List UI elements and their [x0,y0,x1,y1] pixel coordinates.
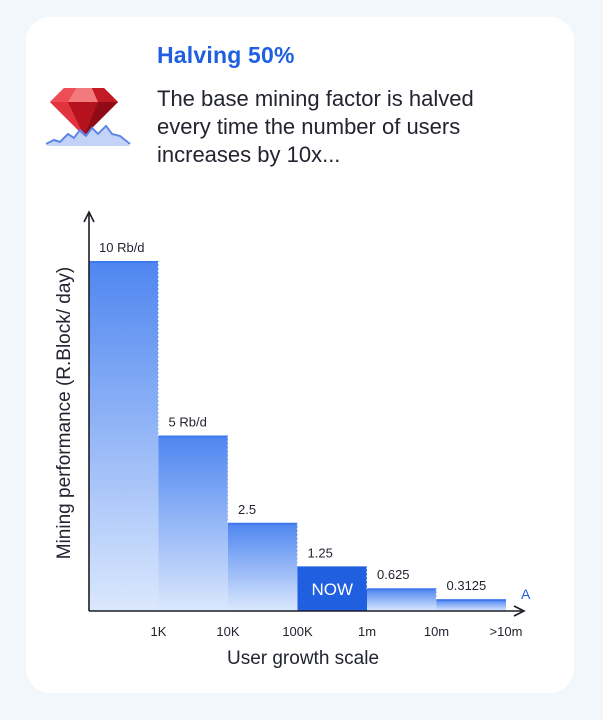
bar-now [297,567,367,611]
bar-value-label: 10 Rb/d [99,240,145,255]
x-tick-label: 10m [424,624,449,639]
labels-layer: 10 Rb/d 5 Rb/d 2.5 1.25 NOW 0.625 0.3125 1K 10K 1… [99,240,522,639]
bar-value-label: 5 Rb/d [169,415,207,430]
description: The base mining factor is halved every t… [157,85,557,169]
y-axis-label: Mining performance (R.Block/ day) [54,267,75,560]
bar [367,589,437,611]
bar-value-label: 0.625 [377,567,410,582]
x-tick-label: 1K [151,624,167,639]
x-axis-label: User growth scale [227,648,379,669]
now-badge: NOW [311,580,353,599]
bar [158,436,228,611]
x-tick-label: 100K [282,624,313,639]
bar-value-label: 1.25 [308,545,333,560]
bar-value-label: 0.3125 [447,578,487,593]
description-line: The base mining factor is halved [157,86,474,111]
page-title: Halving 50% [157,42,295,68]
description-line: every time the number of users [157,114,461,139]
x-tick-label: 1m [358,624,376,639]
bar [89,262,159,611]
bar-value-label: 2.5 [238,502,256,517]
bars-layer [89,261,506,611]
x-axis-arrow [513,605,526,617]
bar [228,523,298,611]
x-tick-label: >10m [490,624,523,639]
bar [436,600,506,611]
ruby-gem-icon [45,78,132,150]
y-axis-arrow [83,210,95,223]
end-marker: A [521,586,531,602]
x-tick-label: 10K [216,624,239,639]
description-line: increases by 10x... [157,142,341,167]
